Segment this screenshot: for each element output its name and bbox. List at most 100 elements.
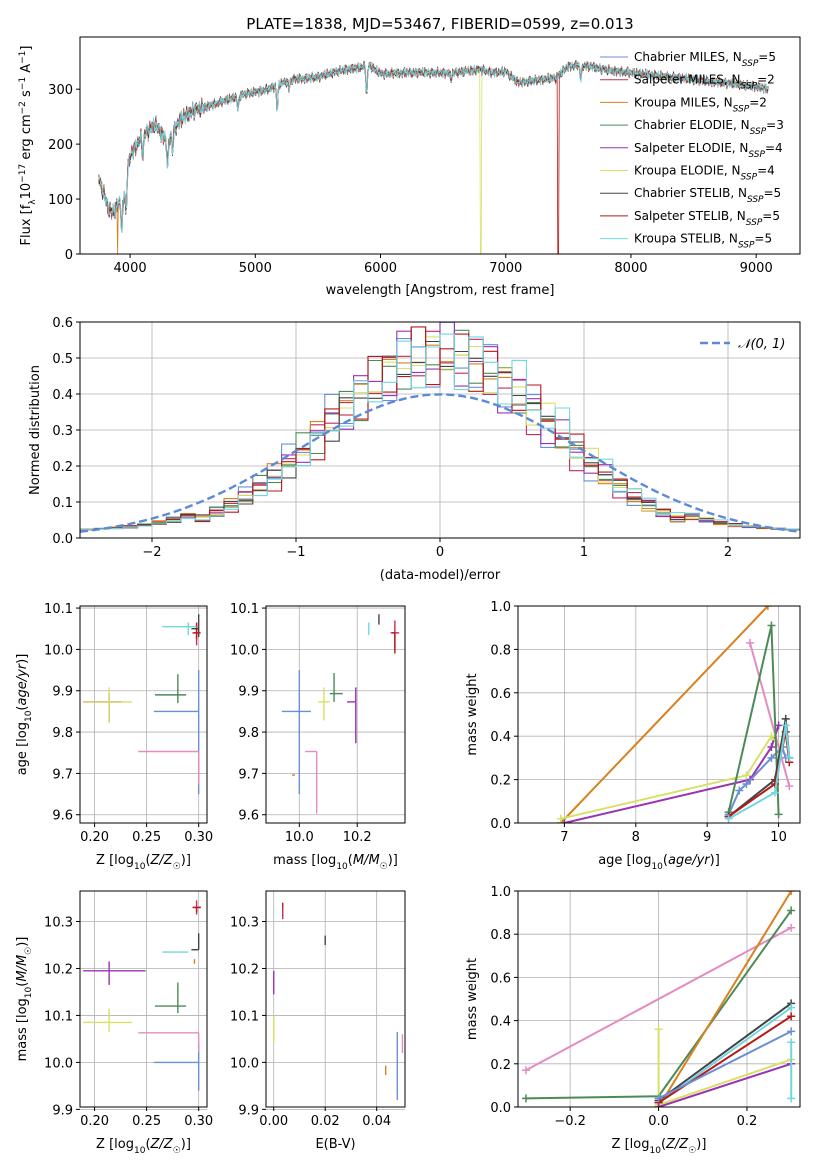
- x-axis-label: Z [log10(Z/Z☉)]: [612, 1137, 707, 1156]
- x-tick-label: −2: [142, 545, 161, 560]
- chart-age-vs-Z: 0.20 0.25 0.30 9.6 9.7 9.8 9.9 10.0 10.1 Z [log10…: [15, 602, 213, 872]
- x-tick-label: 7: [560, 830, 568, 845]
- legend-label: 𝒩(0, 1): [738, 337, 785, 352]
- plot-area-residuals: [80, 322, 800, 533]
- x-axis-label: (data-model)/error: [380, 568, 501, 583]
- y-tick-label: 0.0: [490, 817, 511, 832]
- weight-marker: [787, 1094, 796, 1103]
- weight-marker: [724, 814, 733, 823]
- legend-label: Salpeter MILES, NSSP=2: [634, 73, 775, 92]
- x-tick-label: 0.0: [648, 1114, 669, 1129]
- weight-marker: [767, 753, 776, 762]
- chart-age-vs-mass: 10.0 10.2 9.6 9.7 9.8 9.9 10.0 10.1 mass [log10(…: [230, 602, 406, 872]
- spectrum-line: [98, 61, 769, 254]
- weight-line: [657, 891, 793, 1107]
- plot-area-mass-vs-Z: [83, 900, 201, 1091]
- weight-marker: [521, 1066, 530, 1075]
- x-tick-label: 0.2: [737, 1114, 758, 1129]
- weight-marker: [767, 732, 776, 741]
- legend-label: Salpeter STELIB, NSSP=5: [634, 209, 780, 228]
- plot-area-spectrum: [98, 59, 769, 254]
- y-tick-label: 9.8: [238, 726, 259, 741]
- chart-weight-vs-age: 7 8 9 10 0.0 0.2 0.4 0.6 0.8 1.0 age [log10(age/yr…: [465, 600, 801, 872]
- legend: Chabrier MILES, NSSP=5 Salpeter MILES, NS…: [600, 50, 784, 251]
- weight-marker: [785, 782, 794, 791]
- chart-weight-vs-Z: −0.2 0.0 0.2 0.0 0.2 0.4 0.6 0.8 1.0 Z [log10(Z/Z…: [465, 885, 801, 1156]
- weight-line: [658, 1015, 792, 1104]
- spectrum-line: [98, 61, 769, 234]
- y-axis-label: mass weight: [465, 673, 480, 755]
- weight-line: [658, 1062, 792, 1107]
- y-tick-label: 9.6: [52, 809, 73, 824]
- weight-marker: [763, 606, 772, 610]
- y-tick-label: 0.6: [490, 687, 511, 702]
- y-tick-label: 0.8: [490, 928, 511, 943]
- y-tick-label: 9.7: [238, 767, 259, 782]
- spectrum-line: [98, 59, 769, 254]
- x-tick-label: −0.2: [554, 1114, 586, 1129]
- chart-spectrum: 4000 5000 6000 7000 8000 9000 0 100 200 300 PLATE=…: [18, 15, 801, 298]
- x-axis-label: wavelength [Angstrom, rest frame]: [326, 283, 555, 298]
- weight-marker: [787, 1027, 796, 1036]
- y-tick-label: 0.6: [490, 971, 511, 986]
- legend-label: Chabrier ELODIE, NSSP=3: [634, 118, 784, 137]
- x-tick-label: 0: [436, 545, 444, 560]
- weight-marker: [742, 771, 751, 780]
- x-tick-label: 0.25: [132, 830, 161, 845]
- weight-line: [749, 642, 791, 787]
- x-tick-label: 0.25: [132, 1114, 161, 1129]
- chart-title: PLATE=1838, MJD=53467, FIBERID=0599, z=0…: [246, 15, 633, 33]
- x-tick-label: 0.30: [184, 1114, 213, 1129]
- x-tick-label: 4000: [114, 261, 147, 276]
- spectrum-line: [98, 61, 769, 254]
- axes-frame: [79, 890, 208, 1108]
- weight-marker: [787, 923, 796, 932]
- y-tick-label: 9.9: [52, 685, 73, 700]
- y-axis-label: mass weight: [465, 958, 480, 1040]
- weight-marker: [787, 1003, 796, 1012]
- weight-marker: [774, 810, 783, 819]
- y-tick-label: 10.0: [44, 643, 73, 658]
- weight-line: [560, 606, 769, 823]
- y-tick-label: 10.3: [44, 916, 73, 931]
- y-axis-label: age [log10(age/yr)]: [15, 654, 34, 776]
- axes-frame: [517, 605, 801, 824]
- x-tick-label: −1: [286, 545, 305, 560]
- legend-label: Chabrier MILES, NSSP=5: [634, 50, 776, 69]
- weight-marker: [735, 786, 744, 795]
- x-axis-label: Z [log10(Z/Z☉)]: [96, 1137, 191, 1156]
- legend-label: Kroupa ELODIE, NSSP=4: [634, 164, 775, 183]
- weight-marker: [787, 1012, 796, 1021]
- x-tick-label: 0.02: [311, 1114, 340, 1129]
- x-tick-label: 5000: [239, 261, 272, 276]
- x-tick-label: 9: [703, 830, 711, 845]
- x-tick-label: 1: [580, 545, 588, 560]
- y-tick-label: 0.0: [52, 532, 73, 547]
- y-axis-label: Normed distribution: [28, 365, 43, 495]
- x-tick-label: 8000: [614, 261, 647, 276]
- x-tick-label: 10.0: [285, 830, 314, 845]
- y-tick-label: 0.6: [52, 316, 73, 331]
- y-tick-label: 0.0: [490, 1101, 511, 1116]
- x-tick-label: 10.2: [343, 830, 372, 845]
- y-tick-label: 1.0: [490, 885, 511, 900]
- normal-curve: [80, 393, 800, 533]
- x-tick-label: 0.20: [80, 1114, 109, 1129]
- x-tick-label: 0.00: [259, 1114, 288, 1129]
- weight-marker: [654, 1094, 663, 1103]
- y-tick-label: 10.1: [230, 602, 259, 617]
- x-axis-label: Z [log10(Z/Z☉)]: [96, 853, 191, 872]
- legend-label: Kroupa STELIB, NSSP=5: [634, 232, 772, 251]
- y-tick-label: 0.2: [490, 774, 511, 789]
- y-tick-label: 10.0: [44, 1056, 73, 1071]
- plot-area-weight-vs-age: [556, 606, 794, 823]
- x-tick-label: 0.30: [184, 830, 213, 845]
- weight-marker: [560, 819, 569, 823]
- plot-area-age-vs-mass: [281, 614, 400, 814]
- chart-mass-vs-Z: 0.20 0.25 0.30 9.9 10.0 10.1 10.2 10.3 Z [log10(…: [15, 890, 213, 1156]
- x-tick-label: 10: [770, 830, 787, 845]
- weight-marker: [654, 1025, 663, 1034]
- weight-line: [658, 1002, 792, 1102]
- y-tick-label: 9.7: [52, 767, 73, 782]
- axes-frame: [265, 890, 406, 1108]
